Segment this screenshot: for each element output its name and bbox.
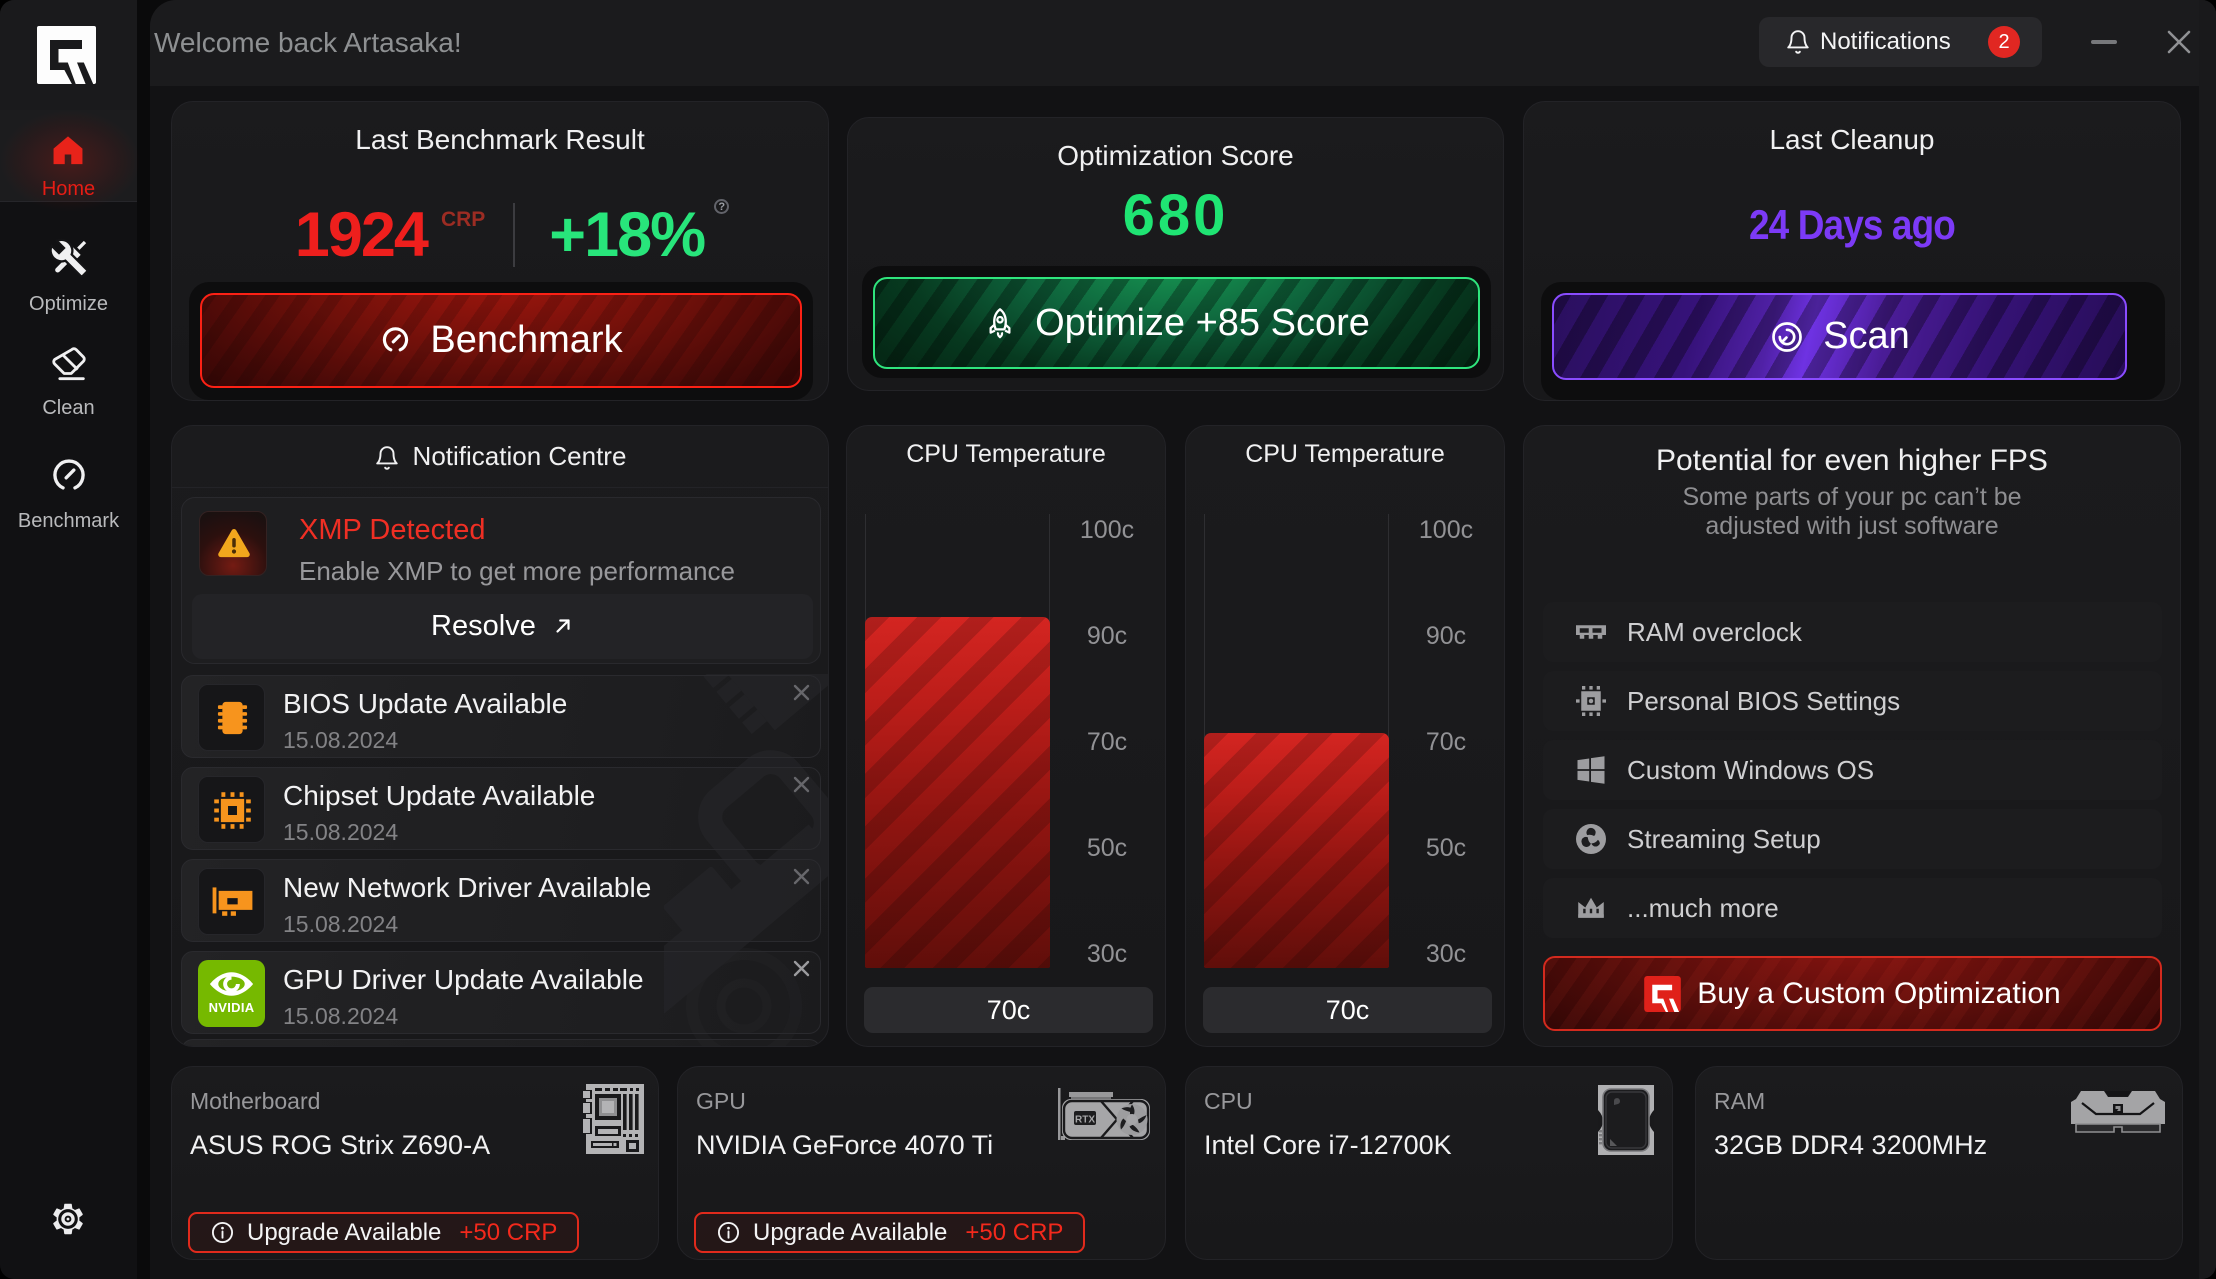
svg-text:RTX: RTX bbox=[1075, 1115, 1095, 1126]
